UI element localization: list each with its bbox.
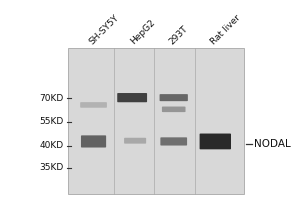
Text: SH-SY5Y: SH-SY5Y [87,13,120,46]
Text: 55KD: 55KD [40,117,64,126]
Text: 70KD: 70KD [40,94,64,103]
Text: Rat liver: Rat liver [209,13,242,46]
FancyBboxPatch shape [117,93,147,102]
FancyBboxPatch shape [124,138,146,144]
Bar [68,48,244,194]
FancyBboxPatch shape [162,107,185,112]
Text: HepG2: HepG2 [129,18,157,46]
FancyBboxPatch shape [160,94,188,101]
Text: NODAL: NODAL [254,139,291,149]
Text: 35KD: 35KD [40,163,64,172]
Text: 40KD: 40KD [40,141,64,150]
FancyBboxPatch shape [160,137,187,146]
FancyBboxPatch shape [200,134,231,149]
Text: 293T: 293T [167,24,190,46]
FancyBboxPatch shape [81,135,106,148]
FancyBboxPatch shape [80,102,107,108]
